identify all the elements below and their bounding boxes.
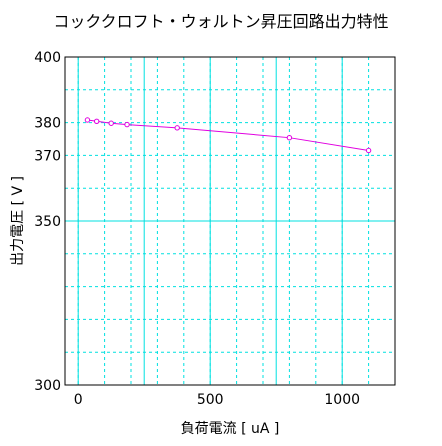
y-axis-label: 出力電圧 [ V ] — [10, 176, 26, 266]
x-tick-label: 1000 — [324, 392, 360, 408]
grid — [65, 57, 396, 385]
data-point — [84, 117, 91, 123]
y-tick-label: 370 — [34, 148, 61, 164]
x-axis-label: 負荷電流 [ uA ] — [181, 421, 280, 437]
data-point — [286, 134, 293, 141]
tick-labels: 0 500 1000 300 350 370 380 400 — [34, 50, 360, 408]
y-tick-label: 380 — [34, 116, 61, 132]
data-point — [365, 147, 372, 154]
y-tick-label: 300 — [34, 378, 61, 394]
y-tick-label: 400 — [34, 50, 61, 66]
data-point — [108, 120, 114, 126]
chart-title: コッククロフト・ウォルトン昇圧回路出力特性 — [53, 12, 389, 31]
data-point — [174, 125, 180, 131]
series-group — [84, 117, 372, 154]
y-tick-label: 350 — [34, 214, 61, 230]
x-tick-label: 500 — [197, 392, 224, 408]
plot-frame — [64, 56, 396, 386]
data-point — [124, 121, 130, 128]
data-point — [93, 118, 100, 124]
x-tick-label: 0 — [74, 392, 83, 408]
